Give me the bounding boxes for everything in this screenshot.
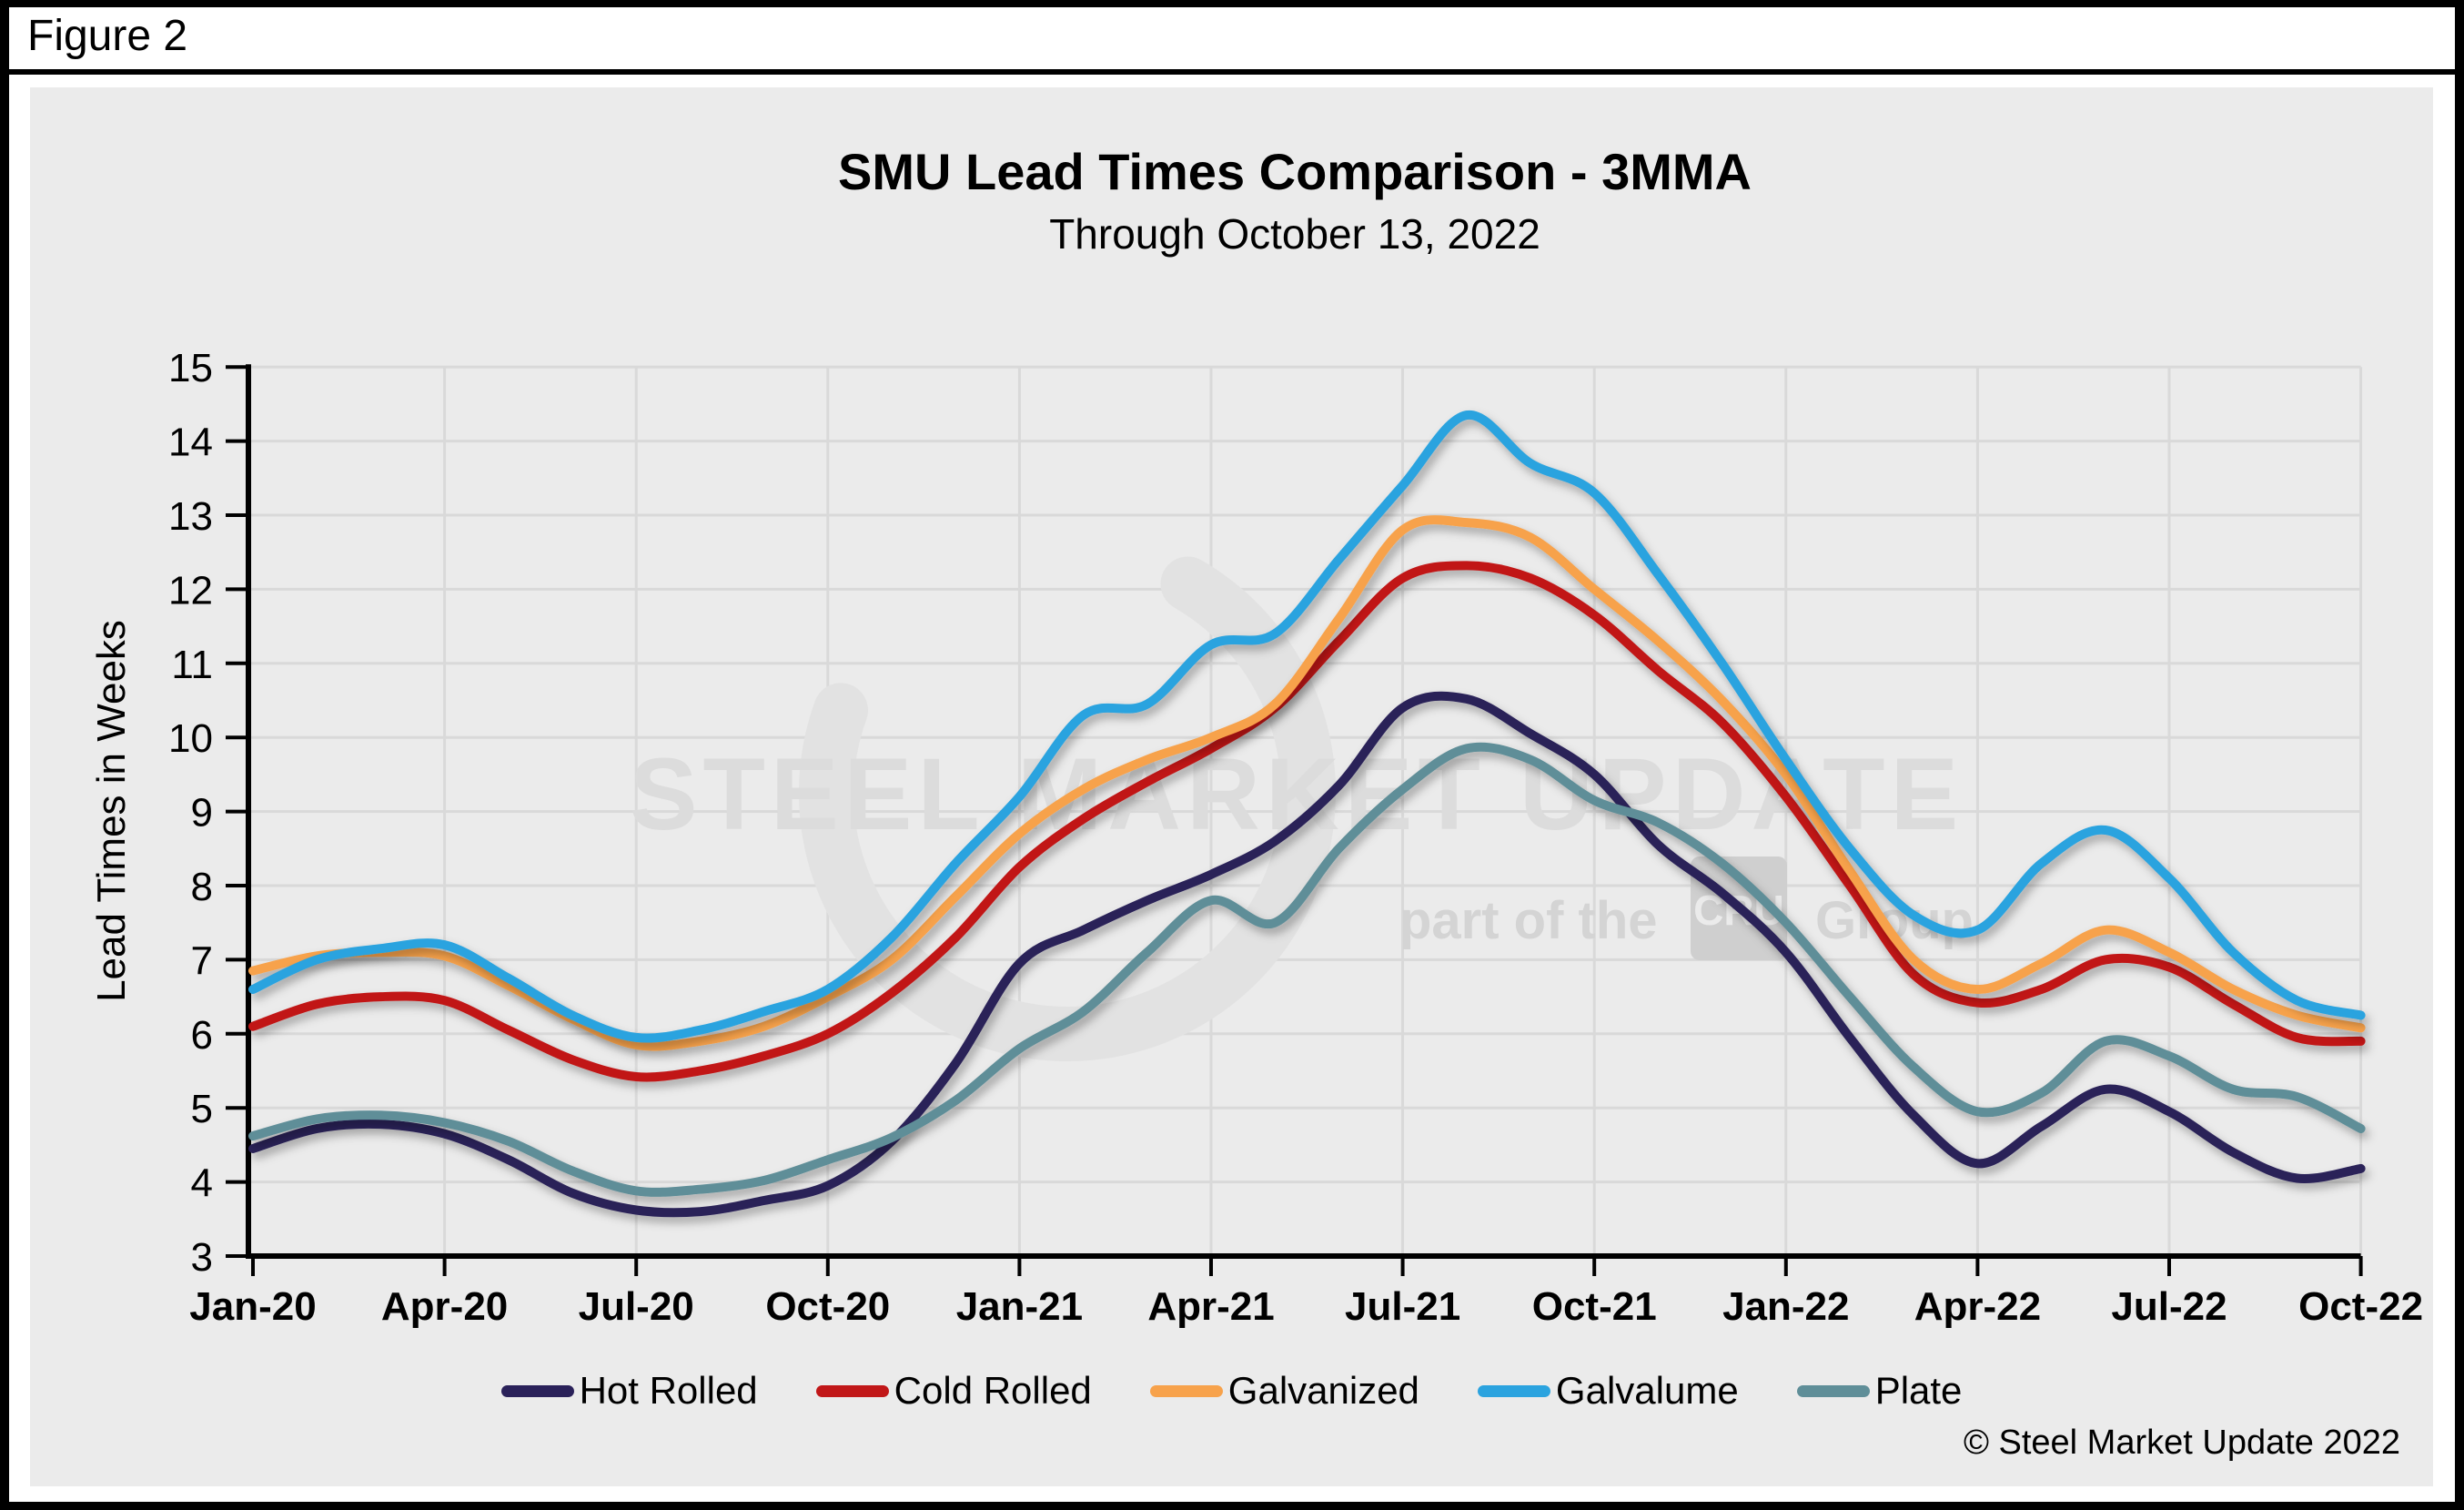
legend-item-label: Galvanized xyxy=(1227,1369,1419,1412)
x-tick-label: Jul-22 xyxy=(2111,1284,2227,1329)
copyright: © Steel Market Update 2022 xyxy=(1963,1424,2400,1462)
legend: Hot Rolled Cold Rolled Galvanized Galvalume… xyxy=(30,1369,2433,1413)
legend-swatch xyxy=(1477,1384,1550,1397)
figure-label: Figure 2 xyxy=(27,12,188,60)
x-tick-label: Jan-22 xyxy=(1722,1284,1849,1329)
series-line-plate xyxy=(248,742,2366,1197)
y-tick-label: 7 xyxy=(191,938,213,983)
chart-subtitle: Through October 13, 2022 xyxy=(1049,210,1540,258)
y-tick-label: 6 xyxy=(191,1013,213,1058)
legend-swatch xyxy=(1796,1384,1870,1397)
y-tick-label: 14 xyxy=(168,421,213,465)
watermark-text: STEEL MARKET UPDATE xyxy=(630,737,1964,851)
y-tick-label: 4 xyxy=(191,1161,213,1206)
chart-panel: SMU Lead Times Comparison - 3MMA Through… xyxy=(30,87,2433,1486)
series-line-hot-rolled xyxy=(248,691,2366,1218)
watermark-subtext-prefix: part of the xyxy=(1399,891,1658,950)
legend-item-hot-rolled: Hot Rolled xyxy=(500,1369,758,1413)
y-tick-label: 8 xyxy=(191,865,213,909)
y-axis-label: Lead Times in Weeks xyxy=(89,620,134,1002)
x-tick-label: Jan-21 xyxy=(956,1284,1083,1329)
legend-item-plate: Plate xyxy=(1796,1369,1963,1413)
y-tick-label: 5 xyxy=(191,1087,213,1131)
y-tick-label: 10 xyxy=(168,716,213,761)
legend-item-label: Hot Rolled xyxy=(579,1369,758,1412)
header-rule xyxy=(9,69,2455,75)
y-tick-label: 3 xyxy=(191,1235,213,1280)
x-tick-label: Jan-20 xyxy=(189,1284,316,1329)
x-tick-label: Oct-20 xyxy=(765,1284,890,1329)
legend-swatch xyxy=(1149,1384,1223,1397)
x-tick-label: Apr-21 xyxy=(1147,1284,1274,1329)
x-tick-label: Oct-21 xyxy=(1532,1284,1657,1329)
figure-frame: Figure 2 SMU Lead Times Comparison - 3MM… xyxy=(9,7,2455,1502)
y-tick-label: 12 xyxy=(168,568,213,613)
x-tick-label: Apr-20 xyxy=(381,1284,508,1329)
series-line-galvalume xyxy=(248,410,2366,1043)
y-tick-label: 9 xyxy=(191,791,213,836)
legend-item-label: Plate xyxy=(1874,1369,1963,1412)
legend-swatch xyxy=(500,1384,574,1397)
series-line-cold-rolled xyxy=(248,561,2366,1082)
chart-title: SMU Lead Times Comparison - 3MMA xyxy=(837,143,1752,200)
y-tick-label: 15 xyxy=(168,346,213,390)
legend-item-label: Galvalume xyxy=(1555,1369,1739,1412)
legend-item-cold-rolled: Cold Rolled xyxy=(815,1369,1092,1413)
y-tick-label: 11 xyxy=(171,643,213,687)
legend-item-galvalume: Galvalume xyxy=(1477,1369,1739,1413)
x-tick-label: Apr-22 xyxy=(1914,1284,2041,1329)
watermark-logo-swoosh xyxy=(799,556,1336,1061)
series-line-galvanized xyxy=(248,515,2366,1051)
legend-item-label: Cold Rolled xyxy=(894,1369,1092,1412)
legend-swatch xyxy=(815,1384,889,1397)
y-tick-label: 13 xyxy=(168,494,213,539)
x-tick-label: Jul-20 xyxy=(579,1284,694,1329)
legend-item-galvanized: Galvanized xyxy=(1149,1369,1419,1413)
x-tick-label: Jul-21 xyxy=(1345,1284,1460,1329)
x-tick-label: Oct-22 xyxy=(2298,1284,2423,1329)
